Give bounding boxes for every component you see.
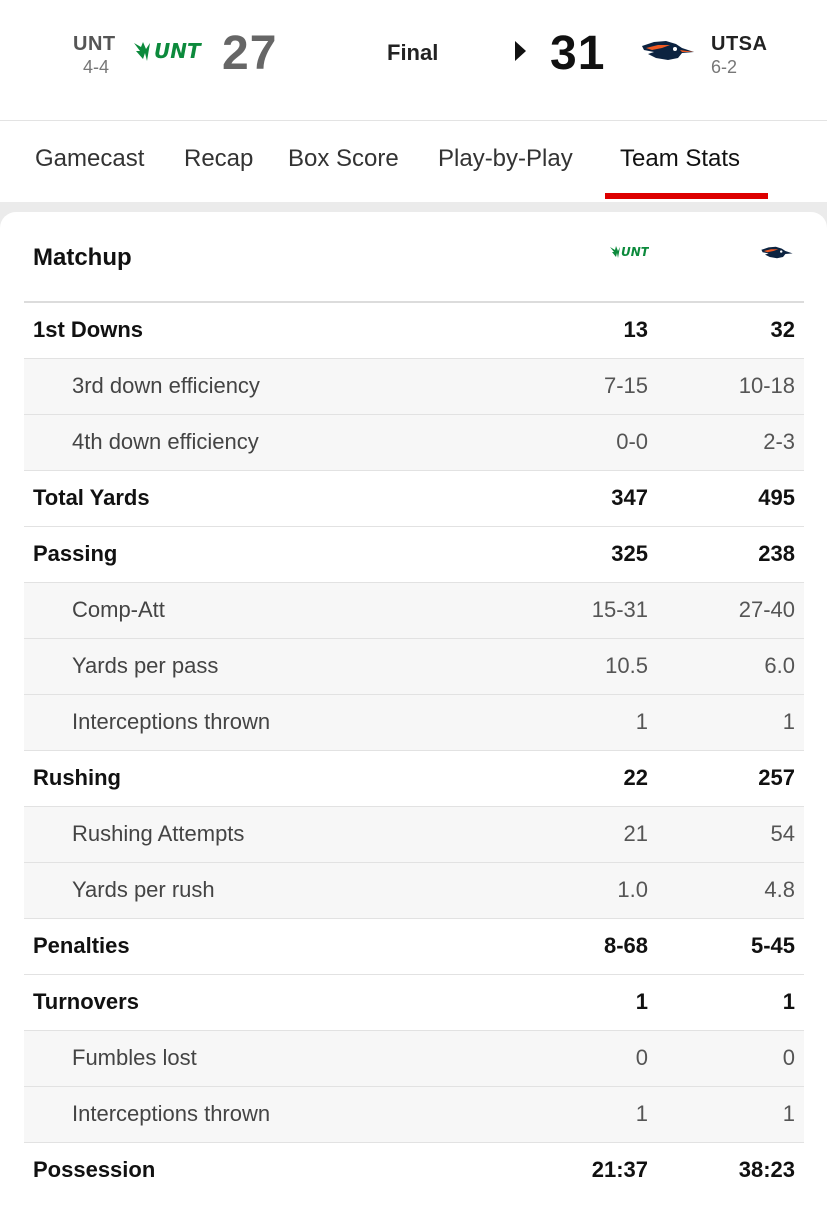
home-team-abbr[interactable]: UTSA <box>711 33 768 55</box>
unt-column-logo: UNT <box>609 243 650 263</box>
stat-label: Rushing Attempts <box>72 821 245 846</box>
unt-stat-value: 1 <box>635 1101 648 1126</box>
stat-row: Yards per pass 10.5 6.0 <box>24 639 804 695</box>
stat-row: Interceptions thrown 1 1 <box>24 695 804 751</box>
unt-stat-value: 13 <box>623 317 648 342</box>
team-stats-card: Matchup UNT 1st Downs 13 32 3rd down effici… <box>0 212 827 1218</box>
stat-label: Total Yards <box>33 485 150 510</box>
utsa-stat-value: 6.0 <box>764 653 795 678</box>
utsa-stat-value: 2-3 <box>763 429 795 454</box>
stat-label: Rushing <box>33 765 121 790</box>
unt-stat-value: 1.0 <box>617 877 648 902</box>
stat-row: Possession 21:37 38:23 <box>24 1143 804 1199</box>
unt-stat-value: 10.5 <box>605 653 648 678</box>
tab-team-stats[interactable]: Team Stats <box>620 145 741 172</box>
active-tab-indicator <box>605 193 768 199</box>
utsa-stat-value: 10-18 <box>738 373 795 398</box>
tab-recap[interactable]: Recap <box>184 145 254 172</box>
stat-label: Yards per pass <box>72 653 219 678</box>
stat-row: Comp-Att 15-31 27-40 <box>24 583 804 639</box>
utsa-stat-value: 4.8 <box>764 877 795 902</box>
unt-stat-value: 0 <box>635 1045 648 1070</box>
stat-row: Interceptions thrown 1 1 <box>24 1087 804 1143</box>
stat-row: Total Yards 347 495 <box>24 471 804 527</box>
utsa-column-logo <box>760 245 794 263</box>
stat-row: Passing 325 238 <box>24 527 804 583</box>
unt-stat-value: 325 <box>611 541 648 566</box>
stat-label: Comp-Att <box>72 597 165 622</box>
unt-stat-value: 21:37 <box>591 1157 648 1182</box>
header-divider <box>24 301 804 303</box>
stat-row: Fumbles lost 0 0 <box>24 1031 804 1087</box>
stat-row: 3rd down efficiency 7-15 10-18 <box>24 359 804 415</box>
stat-label: Fumbles lost <box>72 1045 197 1070</box>
unt-stat-value: 22 <box>623 765 648 790</box>
game-tabs: Gamecast Recap Box Score Play-by-Play Te… <box>0 121 827 202</box>
tab-play-by-play[interactable]: Play-by-Play <box>438 145 573 172</box>
unt-stat-value: 1 <box>635 989 648 1014</box>
winner-arrow-icon <box>515 41 526 61</box>
tab-gamecast[interactable]: Gamecast <box>35 145 145 172</box>
home-team-record: 6-2 <box>711 57 738 77</box>
utsa-stat-value: 1 <box>782 709 795 734</box>
utsa-stat-value: 495 <box>758 485 795 510</box>
utsa-stat-value: 5-45 <box>750 933 795 958</box>
tab-box-score[interactable]: Box Score <box>288 145 399 172</box>
unt-stat-value: 15-31 <box>591 597 648 622</box>
stat-row: Penalties 8-68 5-45 <box>24 919 804 975</box>
svg-text:UNT: UNT <box>621 245 649 259</box>
stat-label: Interceptions thrown <box>72 709 271 734</box>
unt-stat-value: 7-15 <box>603 373 648 398</box>
unt-stat-value: 21 <box>623 821 648 846</box>
stat-label: 3rd down efficiency <box>72 373 260 398</box>
stat-label: Possession <box>33 1157 156 1182</box>
unt-stat-value: 0-0 <box>616 429 648 454</box>
utsa-stat-value: 1 <box>782 989 795 1014</box>
stat-label: Penalties <box>33 933 130 958</box>
stat-row: 4th down efficiency 0-0 2-3 <box>24 415 804 471</box>
utsa-stat-value: 27-40 <box>738 597 795 622</box>
utsa-stat-value: 54 <box>770 821 795 846</box>
stats-table: 1st Downs 13 32 3rd down efficiency 7-15 10-1… <box>24 303 804 1199</box>
unt-stat-value: 1 <box>635 709 648 734</box>
utsa-stat-value: 32 <box>770 317 795 342</box>
roadrunner-logo[interactable] <box>640 38 696 68</box>
stat-label: 4th down efficiency <box>72 429 259 454</box>
unt-stat-value: 347 <box>611 485 648 510</box>
stat-label: Passing <box>33 541 118 566</box>
scoreboard-header: UNT 4-4 UNT 27 Final 31 UTSA 6-2 <box>0 0 827 121</box>
home-score: 31 <box>550 27 606 80</box>
stat-row: Yards per rush 1.0 4.8 <box>24 863 804 919</box>
unt-stat-value: 8-68 <box>603 933 648 958</box>
game-status: Final <box>387 40 439 65</box>
stat-row: Rushing Attempts 21 54 <box>24 807 804 863</box>
utsa-stat-value: 257 <box>758 765 795 790</box>
stat-label: 1st Downs <box>33 317 144 342</box>
stat-row: 1st Downs 13 32 <box>24 303 804 359</box>
utsa-stat-value: 1 <box>782 1101 795 1126</box>
stat-row: Rushing 22 257 <box>24 751 804 807</box>
away-score: 27 <box>222 27 278 80</box>
stat-label: Turnovers <box>33 989 139 1014</box>
stat-label: Yards per rush <box>72 877 215 902</box>
away-team-record: 4-4 <box>83 57 110 77</box>
utsa-stat-value: 238 <box>758 541 795 566</box>
away-team-abbr[interactable]: UNT <box>73 33 116 55</box>
stat-row: Turnovers 1 1 <box>24 975 804 1031</box>
stat-label: Interceptions thrown <box>72 1101 271 1126</box>
unt-logo-text: UNT <box>154 39 201 63</box>
utsa-stat-value: 0 <box>782 1045 795 1070</box>
mean-green-eagle-logo[interactable]: UNT <box>132 37 201 67</box>
utsa-stat-value: 38:23 <box>738 1157 795 1182</box>
matchup-title: Matchup <box>33 244 132 271</box>
